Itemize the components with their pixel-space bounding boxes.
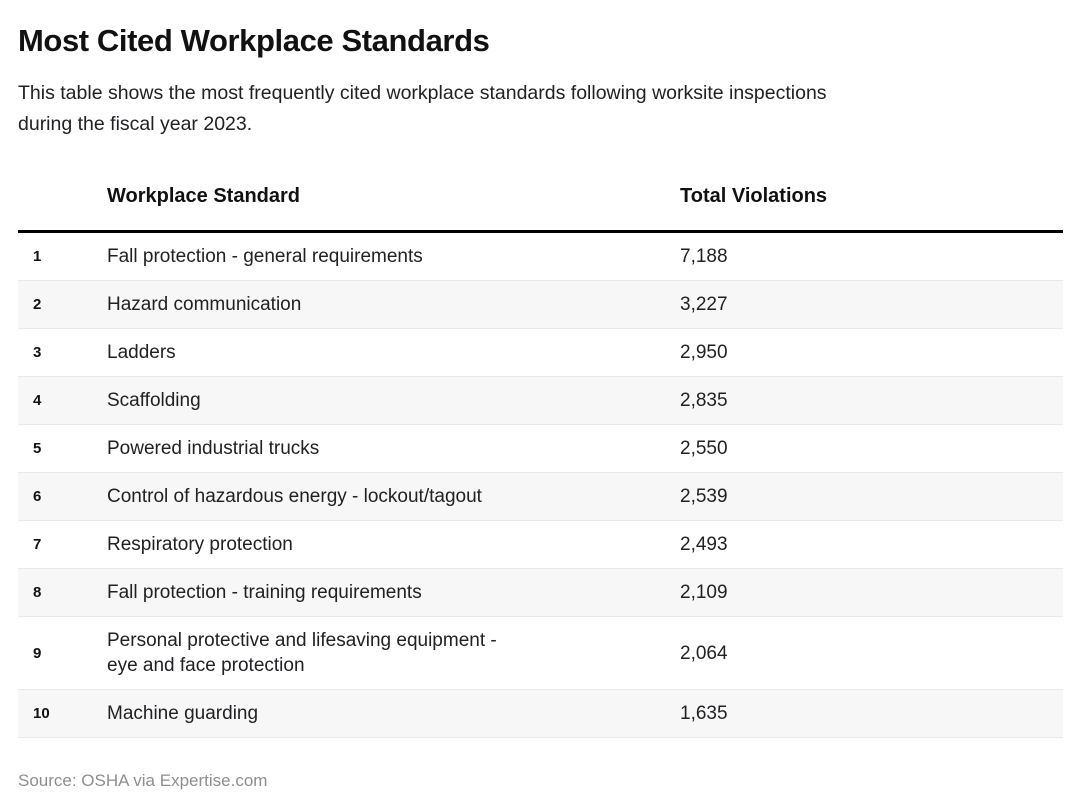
standard-cell: Control of hazardous energy - lockout/ta… bbox=[107, 472, 680, 521]
rank-cell: 5 bbox=[18, 424, 107, 473]
standard-cell: Fall protection - training requirements bbox=[107, 568, 680, 617]
violations-column-header: Total Violations bbox=[680, 166, 1063, 233]
rank-cell: 8 bbox=[18, 568, 107, 617]
table-row: 6 Control of hazardous energy - lockout/… bbox=[18, 472, 1063, 521]
rank-cell: 6 bbox=[18, 472, 107, 521]
table-row: 8 Fall protection - training requirement… bbox=[18, 568, 1063, 617]
page-title: Most Cited Workplace Standards bbox=[18, 23, 490, 58]
rank-cell: 2 bbox=[18, 280, 107, 329]
table-row: 7 Respiratory protection 2,493 bbox=[18, 520, 1063, 569]
table-row: 4 Scaffolding 2,835 bbox=[18, 376, 1063, 425]
standard-cell: Hazard communication bbox=[107, 280, 680, 329]
table-body: 1 Fall protection - general requirements… bbox=[18, 231, 1063, 738]
standard-cell: Personal protective and lifesaving equip… bbox=[107, 616, 680, 690]
source-note: Source: OSHA via Expertise.com bbox=[18, 771, 268, 790]
rank-cell: 1 bbox=[18, 231, 107, 281]
rank-cell: 7 bbox=[18, 520, 107, 569]
violations-cell: 1,635 bbox=[680, 689, 1063, 738]
rank-column-header bbox=[18, 166, 107, 233]
standard-cell: Ladders bbox=[107, 328, 680, 377]
violations-cell: 2,539 bbox=[680, 472, 1063, 521]
violations-cell: 2,550 bbox=[680, 424, 1063, 473]
violations-cell: 2,064 bbox=[680, 616, 1063, 690]
standard-column-header: Workplace Standard bbox=[107, 166, 680, 233]
violations-cell: 3,227 bbox=[680, 280, 1063, 329]
table-row: 3 Ladders 2,950 bbox=[18, 328, 1063, 377]
rank-cell: 10 bbox=[18, 689, 107, 738]
standard-cell: Powered industrial trucks bbox=[107, 424, 680, 473]
violations-cell: 2,493 bbox=[680, 520, 1063, 569]
rank-cell: 4 bbox=[18, 376, 107, 425]
standard-cell: Machine guarding bbox=[107, 689, 680, 738]
table-row: 2 Hazard communication 3,227 bbox=[18, 280, 1063, 329]
page-subtitle: This table shows the most frequently cit… bbox=[18, 82, 827, 135]
violations-cell: 2,109 bbox=[680, 568, 1063, 617]
standard-cell: Scaffolding bbox=[107, 376, 680, 425]
standard-cell: Respiratory protection bbox=[107, 520, 680, 569]
standard-cell: Fall protection - general requirements bbox=[107, 231, 680, 281]
table-row: 1 Fall protection - general requirements… bbox=[18, 231, 1063, 281]
rank-cell: 9 bbox=[18, 616, 107, 690]
standards-table: Workplace Standard Total Violations 1 Fa… bbox=[18, 166, 1063, 738]
violations-cell: 7,188 bbox=[680, 231, 1063, 281]
table-row: 9 Personal protective and lifesaving equ… bbox=[18, 616, 1063, 690]
table-row: 10 Machine guarding 1,635 bbox=[18, 689, 1063, 738]
table-row: 5 Powered industrial trucks 2,550 bbox=[18, 424, 1063, 473]
table-header-row: Workplace Standard Total Violations bbox=[18, 166, 1063, 233]
violations-cell: 2,950 bbox=[680, 328, 1063, 377]
violations-cell: 2,835 bbox=[680, 376, 1063, 425]
rank-cell: 3 bbox=[18, 328, 107, 377]
